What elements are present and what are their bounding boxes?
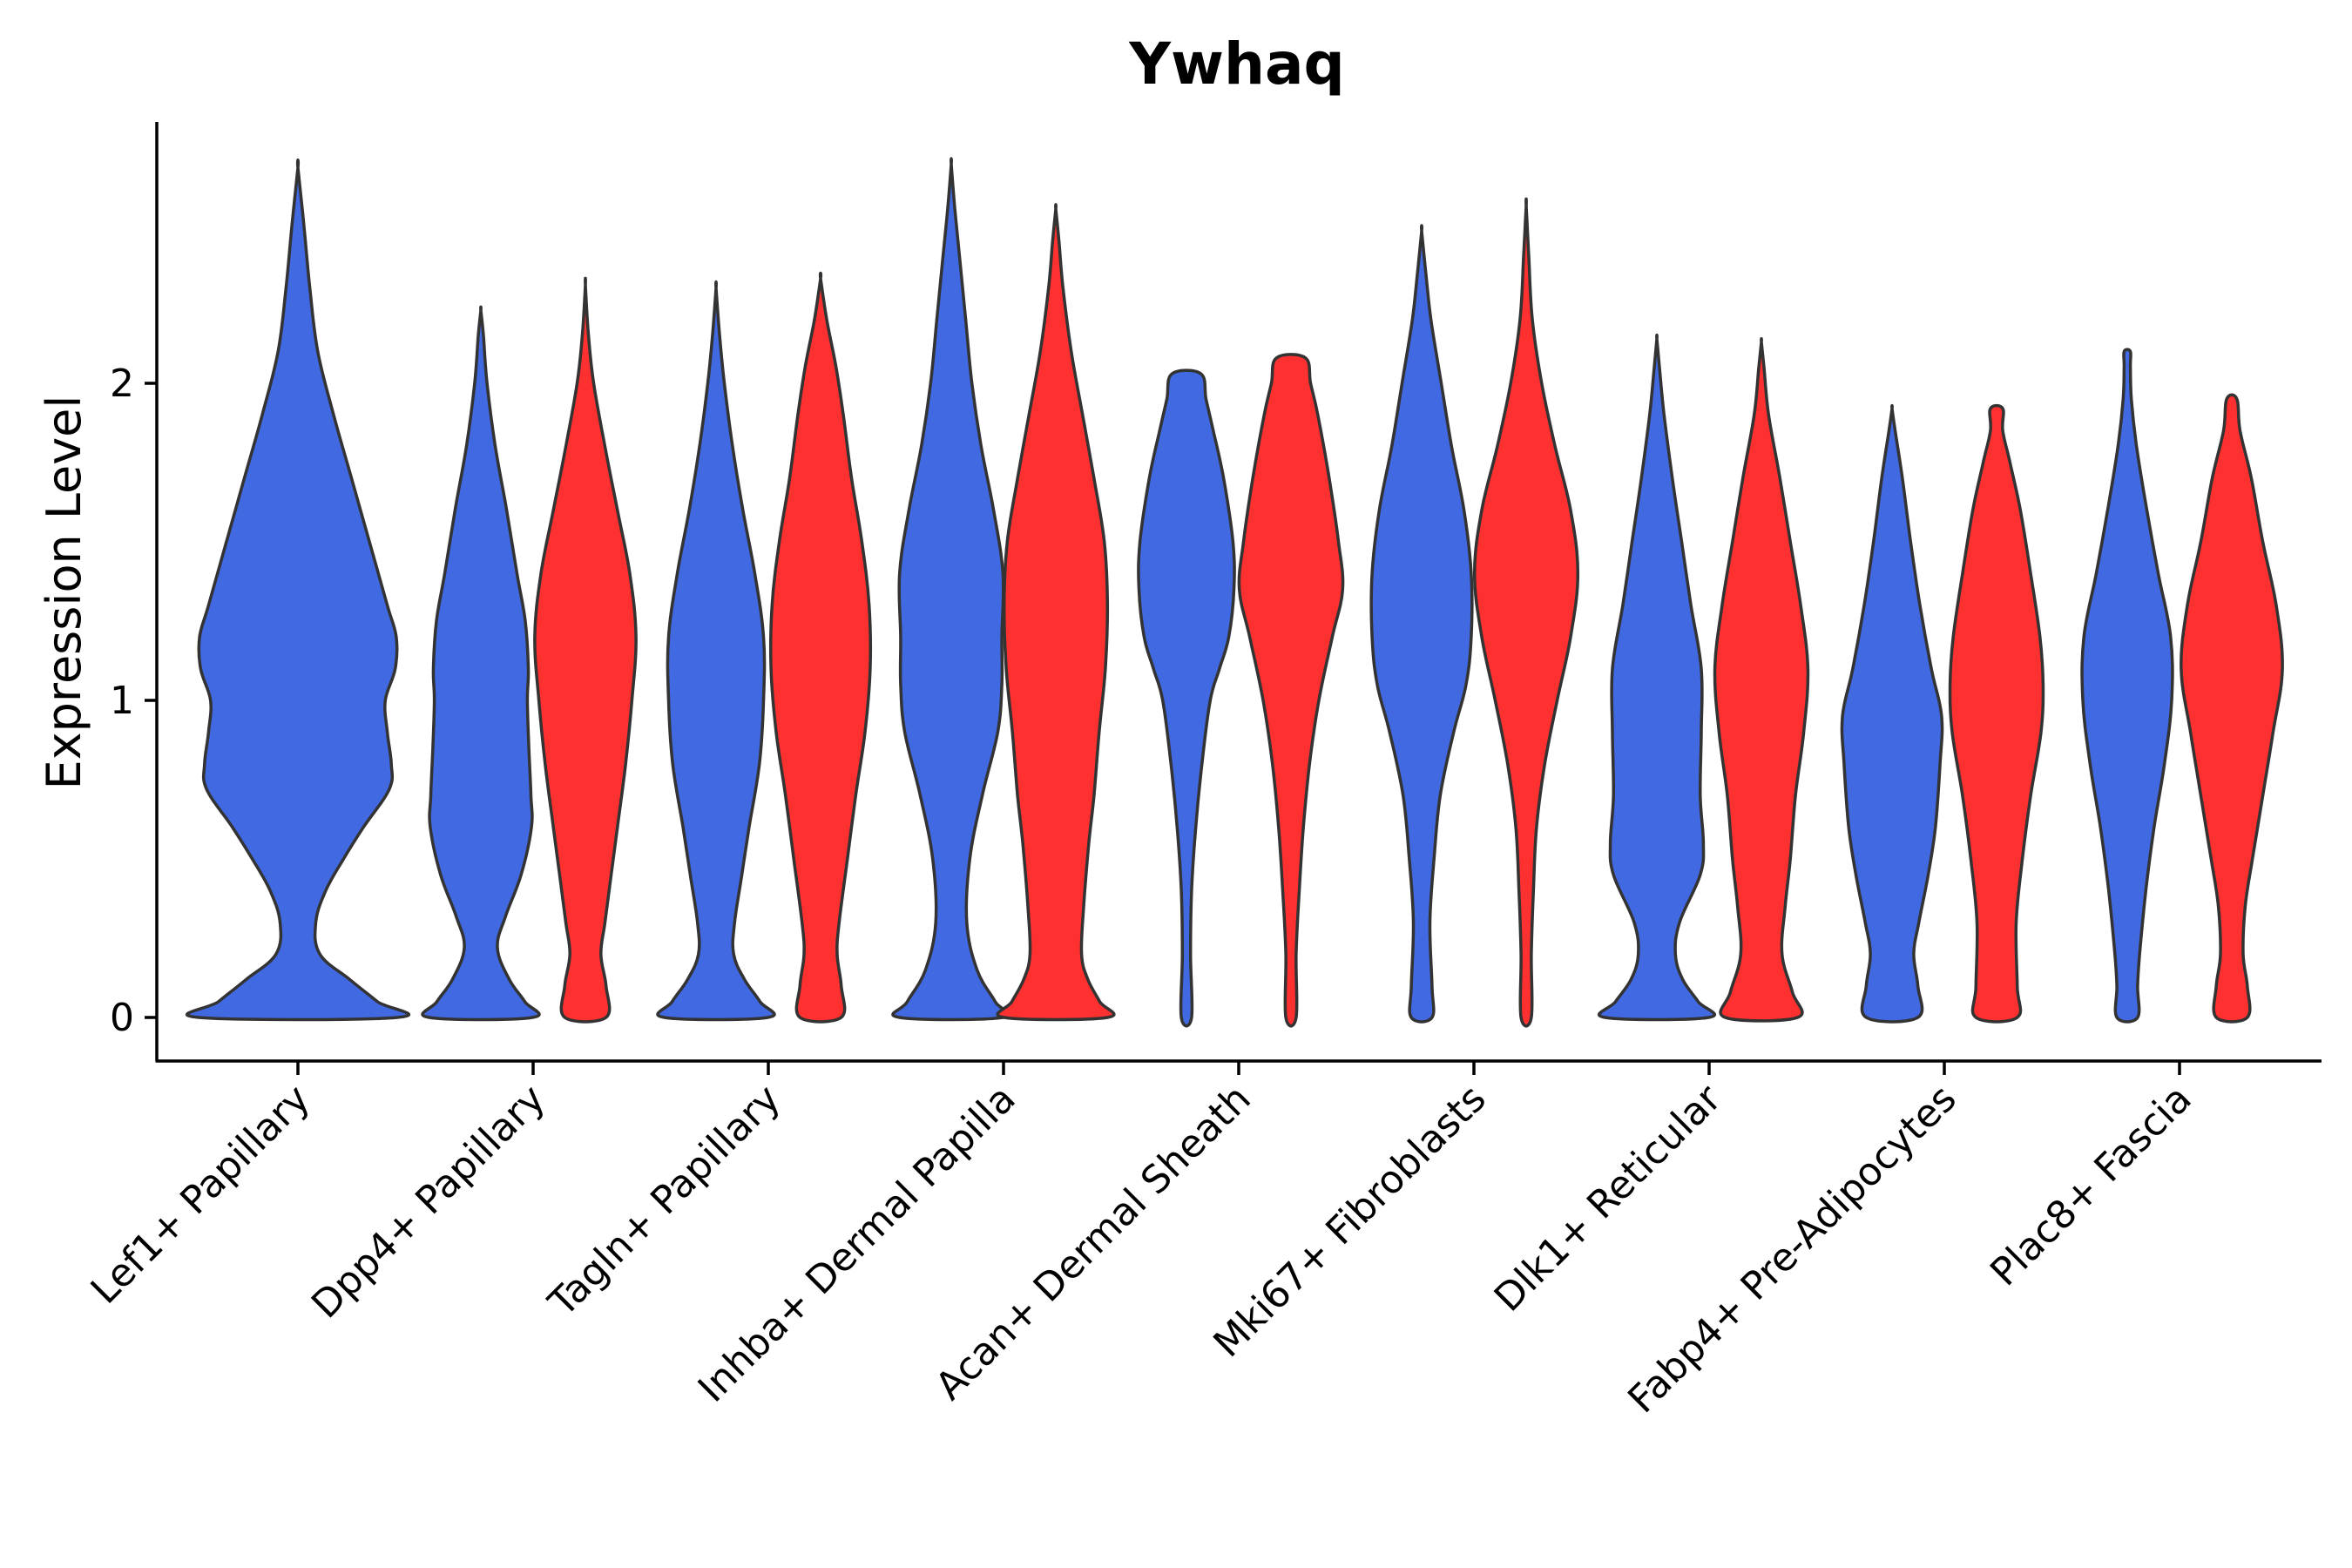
x-tick-label: Plac8+ Fascia [1982, 1077, 2200, 1295]
violin-fabp4-pre-adipocytes-group2 [1948, 403, 2045, 1024]
violin-lef1-papillary-group1 [185, 158, 411, 1022]
violin-tagln-papillary-group2 [768, 271, 873, 1024]
x-tick-label: Lef1+ Papillary [83, 1077, 319, 1313]
violin-dpp4-papillary-group2 [533, 276, 638, 1024]
violin-tagln-papillary-group1 [656, 280, 776, 1022]
x-tick-label: Tagln+ Papillary [540, 1077, 789, 1326]
x-tick-label: Dpp4+ Papillary [303, 1077, 554, 1328]
y-tick-label: 0 [110, 996, 134, 1040]
violin-dpp4-papillary-group1 [421, 305, 541, 1022]
violin-fabp4-pre-adipocytes-group1 [1840, 403, 1944, 1024]
violin-plac8-fascia-group2 [2180, 393, 2284, 1024]
violin-mki67-fibroblasts-group2 [1472, 197, 1580, 1028]
violin-acan-dermal-sheath-group2 [1237, 353, 1345, 1028]
violin-dlk1-reticular-group2 [1713, 336, 1810, 1023]
y-tick-label: 1 [110, 679, 134, 723]
violin-acan-dermal-sheath-group1 [1137, 368, 1236, 1028]
y-tick-label: 2 [110, 362, 134, 406]
violin-plac8-fascia-group1 [2080, 348, 2174, 1024]
violin-mki67-fibroblasts-group1 [1369, 224, 1474, 1024]
violins-layer [185, 157, 2284, 1028]
violin-inhba-dermal-papilla-group1 [891, 157, 1011, 1022]
x-tick-label: Dlk1+ Reticular [1486, 1076, 1731, 1321]
y-axis-label: Expression Level [37, 395, 91, 790]
x-tick-label: Mki67+ Fibroblasts [1205, 1077, 1494, 1366]
violin-inhba-dermal-papilla-group2 [996, 203, 1116, 1022]
chart-title: Ywhaq [1128, 30, 1345, 98]
violin-dlk1-reticular-group1 [1597, 333, 1717, 1022]
